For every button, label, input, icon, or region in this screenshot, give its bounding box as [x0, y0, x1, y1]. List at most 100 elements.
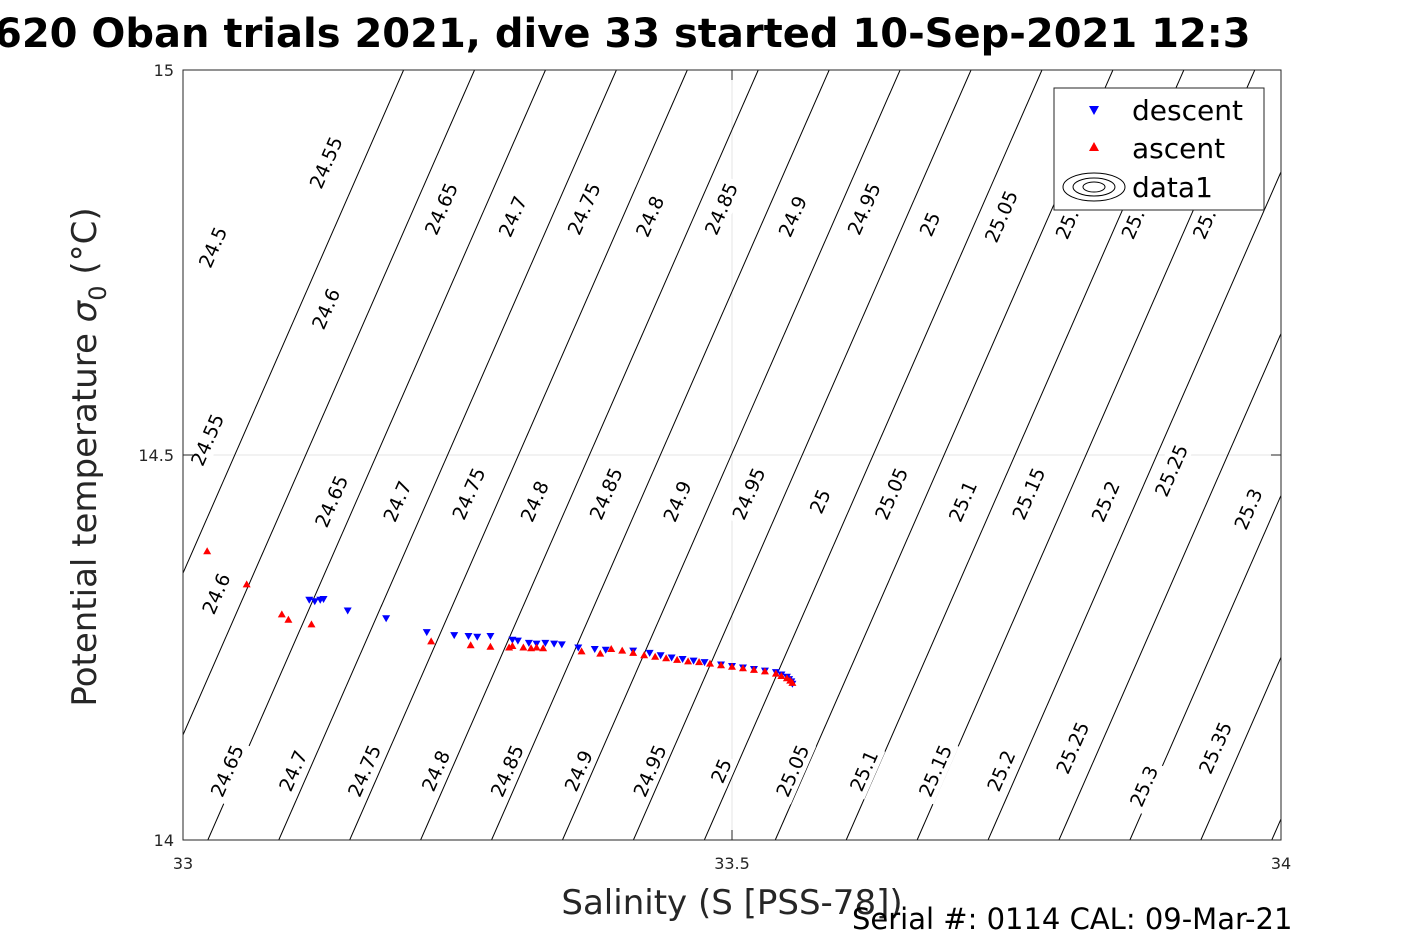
density-contour: [491, 70, 830, 840]
contour-label-background: [655, 472, 699, 530]
contour-label-background: [417, 174, 465, 243]
density-contour: [1200, 655, 1281, 840]
contour-label-background: [203, 737, 251, 805]
contour-label-background: [802, 482, 837, 520]
ascent-point: [629, 648, 638, 656]
descent-point: [464, 632, 473, 640]
contour-label-background: [414, 742, 457, 800]
density-contour: [703, 70, 1043, 840]
ascent-point: [277, 610, 286, 618]
density-contour: [1271, 817, 1281, 840]
x-tick-label: 33: [173, 854, 193, 873]
contour-label-background: [302, 128, 350, 197]
contour-label-background: [977, 182, 1025, 250]
descent-point: [678, 656, 687, 664]
ascent-point: [640, 651, 649, 659]
contour-label-background: [697, 174, 745, 243]
ascent-point: [577, 647, 586, 655]
contour-label-background: [560, 174, 608, 243]
axis-ticks: 33 33.5 34 14 14.5 15: [138, 61, 1291, 873]
ascent-point: [777, 671, 786, 679]
ascent-point: [596, 649, 605, 657]
y-axis-label-main: Potential temperature: [65, 322, 105, 706]
contour-label-background: [1004, 459, 1053, 528]
contour-label-background: [340, 737, 388, 805]
descent-point: [574, 644, 583, 652]
descent-point: [700, 659, 709, 667]
density-contour: [207, 70, 546, 840]
contour-label-background: [556, 742, 600, 800]
ascent-point: [618, 646, 627, 654]
ascent-point: [539, 644, 548, 652]
chart-title: 620 Oban trials 2021, dive 33 started 10…: [0, 11, 1251, 57]
descent-point: [541, 639, 550, 647]
ascent-point: [684, 657, 693, 665]
ascent-point: [728, 662, 736, 670]
ascent-point: [284, 615, 293, 623]
ascent-point: [527, 644, 536, 652]
density-contour: [1129, 494, 1281, 840]
ascent-point: [486, 642, 495, 650]
contour-label-background: [912, 205, 947, 243]
ascent-point: [508, 641, 517, 649]
density-contour: [420, 70, 759, 840]
y-tick-label: 14: [154, 831, 174, 850]
legend-box: [1053, 87, 1265, 211]
scatter-series: [203, 547, 797, 688]
contour-label-background: [490, 187, 534, 245]
density-contour: [562, 70, 901, 840]
ascent-point: [466, 641, 475, 649]
descent-point: [382, 615, 391, 623]
y-axis-label: Potential temperature σ0 (°C): [65, 207, 112, 706]
contour-label-background: [979, 742, 1023, 800]
ascent-point: [307, 620, 316, 628]
descent-point: [557, 641, 566, 649]
contour-label-background: [483, 737, 531, 805]
density-contour: [1058, 332, 1281, 840]
ascent-point: [651, 652, 660, 660]
y-axis-label-subscript: 0: [84, 285, 112, 300]
y-tick-label: 14.5: [138, 446, 174, 465]
ascent-point: [607, 645, 616, 653]
ascent-point: [427, 637, 436, 645]
contour-label-background: [911, 737, 959, 805]
descent-point: [450, 632, 459, 640]
legend-ascent-label: ascent: [1132, 132, 1225, 165]
ascent-point: [242, 580, 251, 588]
descent-point: [319, 595, 328, 603]
ascent-point: [673, 655, 682, 663]
ascent-point: [706, 659, 715, 667]
ascent-point: [760, 667, 769, 675]
ascent-point: [532, 643, 541, 651]
y-tick-label: 15: [154, 61, 174, 80]
density-contour: [1414, 70, 1417, 840]
contour-label-background: [724, 459, 773, 528]
contour-label-background: [1122, 757, 1166, 815]
contour-label-background: [628, 187, 672, 245]
descent-point: [645, 649, 654, 657]
contour-label-background: [768, 737, 817, 805]
contour-label-background: [1083, 472, 1127, 530]
descent-point: [422, 629, 431, 637]
legend-descent-label: descent: [1132, 94, 1243, 127]
density-contour: [987, 170, 1281, 840]
x-tick-label: 34: [1271, 854, 1291, 873]
descent-point: [689, 657, 698, 665]
legend: descent ascent data1: [1053, 87, 1265, 211]
contour-label-background: [1047, 200, 1087, 248]
descent-point: [590, 646, 599, 654]
x-tick-label: 33.5: [714, 854, 750, 873]
contour-label-background: [444, 459, 493, 528]
ascent-point: [662, 654, 671, 662]
contour-label-background: [1184, 200, 1224, 248]
series-ascent: [203, 547, 797, 686]
serial-calibration-footer: Serial #: 0114 CAL: 09-Mar-21: [852, 902, 1292, 936]
contour-label-background: [183, 405, 231, 474]
contour-label-background: [704, 752, 739, 790]
descent-point: [473, 633, 482, 641]
y-axis-label-symbol: σ: [65, 299, 105, 322]
contour-label-background: [304, 280, 348, 338]
descent-point: [550, 640, 559, 648]
y-axis-label-unit: (°C): [65, 207, 105, 285]
